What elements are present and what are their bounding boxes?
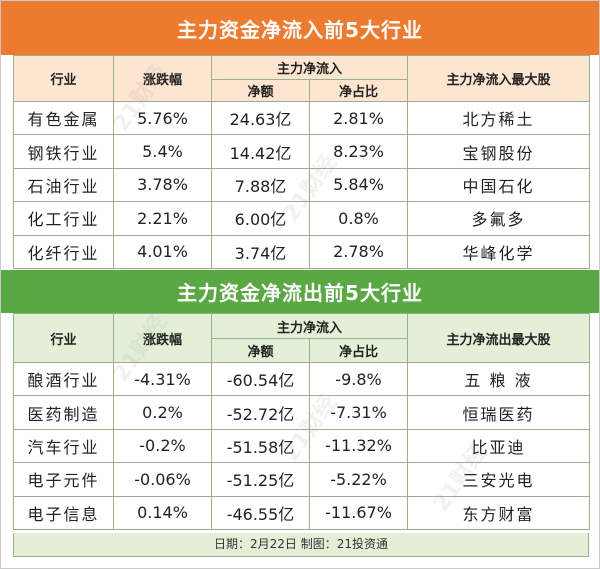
outflow-header-row: 行业 涨跌幅 主力净流入 主力净流出最大股 — [13, 313, 591, 363]
net-amount-cell: -46.55亿 — [211, 495, 310, 530]
net-ratio-cell: 5.84% — [308, 167, 409, 203]
table-row: 电子元件 -0.06% -51.25亿 -5.22% 三安光电 — [13, 462, 591, 497]
outflow-title-banner: 主力资金净流出前5大行业 — [1, 270, 599, 313]
inflow-table: 行业 涨跌幅 主力净流入 主力净流入最大股 净额 净占比 有色金属 5.76% … — [13, 55, 591, 269]
top-stock-cell: 华峰化学 — [407, 234, 591, 269]
inflow-header-net-amount: 净额 — [211, 79, 310, 102]
outflow-header-top-stock: 主力净流出最大股 — [407, 313, 591, 363]
net-amount-cell: -60.54亿 — [211, 361, 310, 397]
industry-cell: 石油行业 — [13, 167, 114, 203]
outflow-header-net-amount: 净额 — [211, 338, 310, 363]
table-row: 医药制造 0.2% -52.72亿 -7.31% 恒瑞医药 — [13, 395, 591, 430]
inflow-header-net-ratio: 净占比 — [308, 79, 409, 102]
table-row: 汽车行业 -0.2% -51.58亿 -11.32% 比亚迪 — [13, 428, 591, 464]
table-row: 酿酒行业 -4.31% -60.54亿 -9.8% 五 粮 液 — [13, 361, 591, 397]
top-stock-cell: 恒瑞医药 — [407, 395, 591, 430]
top-stock-cell: 比亚迪 — [407, 428, 591, 464]
net-amount-cell: 6.00亿 — [211, 201, 310, 236]
table-row: 化纤行业 4.01% 3.74亿 2.78% 华峰化学 — [13, 234, 591, 269]
net-ratio-cell: 0.8% — [308, 201, 409, 236]
net-amount-cell: -51.58亿 — [211, 428, 310, 464]
table-row: 石油行业 3.78% 7.88亿 5.84% 中国石化 — [13, 167, 591, 203]
top-stock-cell: 三安光电 — [407, 462, 591, 497]
inflow-subheader-row: 净额 净占比 — [14, 79, 590, 102]
change-cell: 5.76% — [113, 100, 212, 136]
top-stock-cell: 东方财富 — [407, 495, 591, 530]
net-amount-cell: 7.88亿 — [211, 167, 310, 203]
net-ratio-cell: 2.78% — [308, 234, 409, 269]
net-ratio-cell: 8.23% — [308, 134, 409, 169]
outflow-header-main-flow: 主力净流入 — [210, 313, 409, 339]
inflow-header-main-flow: 主力净流入 — [210, 55, 409, 80]
industry-cell: 电子信息 — [13, 495, 114, 530]
inflow-title-banner: 主力资金净流入前5大行业 — [1, 1, 599, 55]
change-cell: 4.01% — [113, 234, 212, 269]
net-amount-cell: 3.74亿 — [211, 234, 310, 269]
top-stock-cell: 北方稀土 — [407, 100, 591, 136]
industry-cell: 汽车行业 — [13, 428, 114, 464]
inflow-header-industry: 行业 — [13, 55, 114, 102]
industry-cell: 有色金属 — [13, 100, 114, 136]
outflow-header-net-ratio: 净占比 — [308, 338, 409, 363]
outflow-header-change: 涨跌幅 — [113, 313, 212, 363]
industry-cell: 化工行业 — [13, 201, 114, 236]
outflow-header-industry: 行业 — [13, 313, 114, 363]
industry-cell: 电子元件 — [13, 462, 114, 497]
table-row: 电子信息 0.14% -46.55亿 -11.67% 东方财富 — [13, 495, 591, 530]
industry-cell: 医药制造 — [13, 395, 114, 430]
industry-cell: 化纤行业 — [13, 234, 114, 269]
change-cell: -0.2% — [113, 428, 212, 464]
net-ratio-cell: 2.81% — [308, 100, 409, 136]
outflow-subheader-row: 净额 净占比 — [14, 338, 590, 363]
change-cell: 5.4% — [113, 134, 212, 169]
inflow-header-top-stock: 主力净流入最大股 — [407, 55, 591, 102]
net-amount-cell: 24.63亿 — [211, 100, 310, 136]
table-row: 有色金属 5.76% 24.63亿 2.81% 北方稀土 — [13, 100, 591, 136]
top-stock-cell: 宝钢股份 — [407, 134, 591, 169]
change-cell: 3.78% — [113, 167, 212, 203]
net-ratio-cell: -5.22% — [308, 462, 409, 497]
table-row: 钢铁行业 5.4% 14.42亿 8.23% 宝钢股份 — [13, 134, 591, 169]
change-cell: -4.31% — [113, 361, 212, 397]
top-stock-cell: 中国石化 — [407, 167, 591, 203]
change-cell: 0.2% — [113, 395, 212, 430]
net-ratio-cell: -11.32% — [308, 428, 409, 464]
outflow-table: 行业 涨跌幅 主力净流入 主力净流出最大股 净额 净占比 酿酒行业 -4.31%… — [13, 313, 591, 530]
footer-credit: 日期：2月22日 制图：21投资通 — [13, 533, 589, 557]
industry-cell: 酿酒行业 — [13, 361, 114, 397]
industry-cell: 钢铁行业 — [13, 134, 114, 169]
net-amount-cell: -51.25亿 — [211, 462, 310, 497]
net-ratio-cell: -7.31% — [308, 395, 409, 430]
inflow-header-row: 行业 涨跌幅 主力净流入 主力净流入最大股 — [13, 55, 591, 102]
table-row: 化工行业 2.21% 6.00亿 0.8% 多氟多 — [13, 201, 591, 236]
net-amount-cell: 14.42亿 — [211, 134, 310, 169]
change-cell: -0.06% — [113, 462, 212, 497]
inflow-header-change: 涨跌幅 — [113, 55, 212, 102]
net-ratio-cell: -11.67% — [308, 495, 409, 530]
net-amount-cell: -52.72亿 — [211, 395, 310, 430]
change-cell: 2.21% — [113, 201, 212, 236]
net-ratio-cell: -9.8% — [308, 361, 409, 397]
top-stock-cell: 多氟多 — [407, 201, 591, 236]
change-cell: 0.14% — [113, 495, 212, 530]
top-stock-cell: 五 粮 液 — [407, 361, 591, 397]
